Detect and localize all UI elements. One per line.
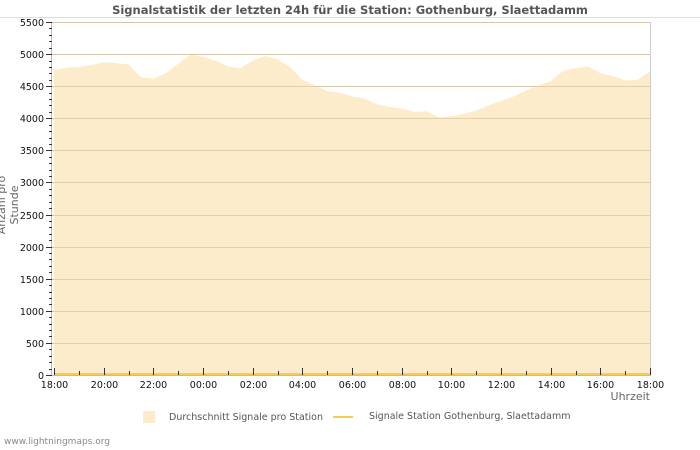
legend-item-average: Durchschnitt Signale pro Station xyxy=(143,411,323,423)
svg-text:5500: 5500 xyxy=(20,18,44,29)
svg-text:2000: 2000 xyxy=(20,243,44,254)
chart-title: Signalstatistik der letzten 24h für die … xyxy=(112,3,588,17)
svg-text:18:00: 18:00 xyxy=(637,380,664,391)
svg-text:06:00: 06:00 xyxy=(339,380,366,391)
y-axis-ticks: 0 500 1000 1500 2000 2500 3000 3500 4000 4500 5000… xyxy=(20,18,52,382)
x-axis-ticks: 18:00 20:00 22:00 00:00 02:00 04:00 06:00 08:00… xyxy=(41,368,664,391)
svg-text:4000: 4000 xyxy=(20,114,44,125)
svg-text:04:00: 04:00 xyxy=(289,380,316,391)
svg-text:2500: 2500 xyxy=(20,211,44,222)
svg-text:12:00: 12:00 xyxy=(488,380,515,391)
svg-text:3500: 3500 xyxy=(20,146,44,157)
legend-label: Signale Station Gothenburg, Slaettadamm xyxy=(369,411,571,422)
svg-text:1500: 1500 xyxy=(20,275,44,286)
svg-text:3000: 3000 xyxy=(20,178,44,189)
average-signals-area xyxy=(54,54,650,375)
svg-text:08:00: 08:00 xyxy=(389,380,416,391)
svg-text:500: 500 xyxy=(26,339,44,350)
svg-text:1000: 1000 xyxy=(20,307,44,318)
legend-label: Durchschnitt Signale pro Station xyxy=(169,411,323,423)
svg-text:14:00: 14:00 xyxy=(538,380,565,391)
svg-text:20:00: 20:00 xyxy=(91,380,118,391)
svg-text:16:00: 16:00 xyxy=(587,380,614,391)
svg-text:02:00: 02:00 xyxy=(240,380,267,391)
area-swatch-icon xyxy=(143,411,155,423)
svg-text:22:00: 22:00 xyxy=(140,380,167,391)
svg-text:00:00: 00:00 xyxy=(190,380,217,391)
x-axis-label: Uhrzeit xyxy=(610,390,650,403)
svg-text:5000: 5000 xyxy=(20,50,44,61)
line-swatch-icon xyxy=(333,415,353,418)
svg-text:10:00: 10:00 xyxy=(438,380,465,391)
svg-text:18:00: 18:00 xyxy=(41,380,68,391)
legend-item-station: Signale Station Gothenburg, Slaettadamm xyxy=(333,411,570,422)
site-footer-link[interactable]: www.lightningmaps.org xyxy=(4,437,110,447)
gridlines-overlay xyxy=(52,22,650,344)
svg-text:4500: 4500 xyxy=(20,82,44,93)
svg-text:0: 0 xyxy=(38,371,44,382)
